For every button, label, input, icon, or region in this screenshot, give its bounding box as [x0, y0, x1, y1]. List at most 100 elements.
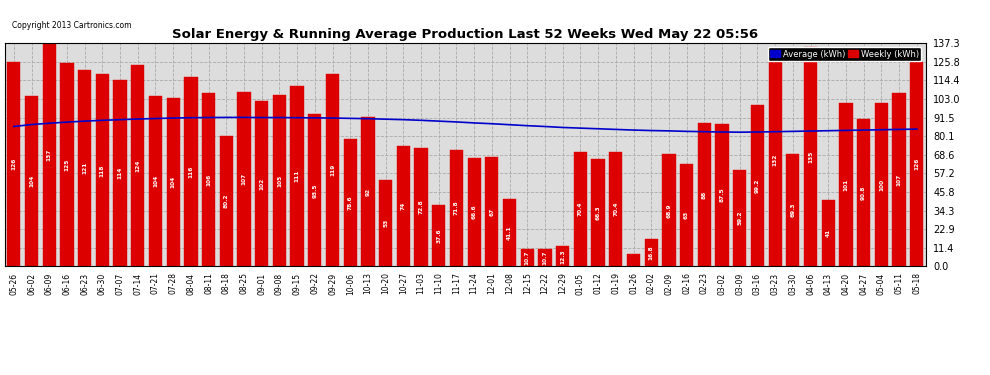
Text: 104: 104 — [152, 175, 158, 188]
Title: Solar Energy & Running Average Production Last 52 Weeks Wed May 22 05:56: Solar Energy & Running Average Productio… — [172, 28, 758, 40]
Bar — [78, 70, 91, 266]
Text: 66.3: 66.3 — [596, 205, 601, 220]
Bar — [822, 200, 835, 266]
Text: 66.6: 66.6 — [471, 205, 476, 219]
Text: 41.1: 41.1 — [507, 225, 512, 240]
Text: 107: 107 — [897, 174, 902, 186]
Legend: Average (kWh), Weekly (kWh): Average (kWh), Weekly (kWh) — [767, 47, 922, 61]
Bar — [680, 164, 693, 266]
Text: 12.3: 12.3 — [560, 249, 565, 264]
Bar — [804, 47, 817, 266]
Bar — [7, 62, 21, 266]
Bar — [255, 101, 268, 266]
Bar — [449, 150, 463, 266]
Text: 126: 126 — [11, 158, 16, 170]
Bar — [96, 75, 109, 266]
Bar — [184, 77, 197, 266]
Bar — [361, 117, 374, 266]
Text: 87.5: 87.5 — [720, 188, 725, 202]
Text: 114: 114 — [118, 167, 123, 179]
Bar — [114, 80, 127, 266]
Bar — [910, 62, 924, 266]
Bar — [25, 96, 39, 266]
Text: 69.3: 69.3 — [790, 203, 795, 217]
Bar — [485, 158, 499, 266]
Bar — [220, 136, 233, 266]
Bar — [308, 114, 322, 266]
Text: 132: 132 — [772, 153, 778, 165]
Bar — [467, 158, 481, 266]
Text: 102: 102 — [259, 178, 264, 190]
Text: 100: 100 — [879, 178, 884, 191]
Bar — [521, 249, 534, 266]
Bar — [238, 92, 250, 266]
Text: 126: 126 — [915, 158, 920, 170]
Bar — [698, 123, 711, 266]
Bar — [148, 96, 162, 266]
Bar — [379, 180, 392, 266]
Bar — [432, 205, 446, 266]
Text: 70.4: 70.4 — [578, 202, 583, 216]
Bar — [857, 119, 870, 266]
Text: 59.2: 59.2 — [738, 211, 742, 225]
Bar — [716, 124, 729, 266]
Text: 71.8: 71.8 — [454, 201, 459, 215]
Bar — [591, 159, 605, 266]
Bar — [397, 146, 410, 266]
Text: 16.8: 16.8 — [648, 245, 653, 260]
Text: 116: 116 — [188, 166, 193, 178]
Bar — [273, 95, 286, 266]
Text: 125: 125 — [64, 158, 69, 171]
Text: 111: 111 — [295, 170, 300, 182]
Bar — [131, 65, 145, 266]
Bar — [644, 239, 657, 266]
Text: 74: 74 — [401, 202, 406, 210]
Bar — [662, 154, 675, 266]
Text: 105: 105 — [277, 174, 282, 187]
Bar — [344, 138, 356, 266]
Bar — [750, 105, 764, 266]
Bar — [503, 200, 516, 266]
Text: 10.7: 10.7 — [525, 250, 530, 265]
Text: 37.6: 37.6 — [437, 228, 442, 243]
Text: 93.5: 93.5 — [312, 183, 318, 198]
Bar — [166, 98, 180, 266]
Text: 72.8: 72.8 — [419, 200, 424, 214]
Text: 90.8: 90.8 — [861, 185, 866, 200]
Bar — [734, 170, 746, 266]
Bar — [539, 249, 551, 266]
Bar — [574, 152, 587, 266]
Bar — [415, 148, 428, 266]
Text: 104: 104 — [170, 176, 175, 188]
Text: 80.2: 80.2 — [224, 194, 229, 208]
Bar — [43, 43, 55, 266]
Text: 106: 106 — [206, 174, 211, 186]
Bar — [875, 103, 888, 266]
Text: 137: 137 — [47, 148, 51, 161]
Text: 101: 101 — [843, 178, 848, 190]
Bar — [892, 93, 906, 266]
Bar — [290, 86, 304, 266]
Bar — [768, 53, 782, 266]
Text: 53: 53 — [383, 219, 388, 227]
Bar — [60, 63, 73, 266]
Text: 10.7: 10.7 — [543, 250, 547, 265]
Text: 78.6: 78.6 — [347, 195, 352, 210]
Text: 41: 41 — [826, 229, 831, 237]
Text: Copyright 2013 Cartronics.com: Copyright 2013 Cartronics.com — [12, 21, 132, 30]
Bar — [202, 93, 215, 266]
Text: 70.4: 70.4 — [613, 202, 619, 216]
Text: 118: 118 — [100, 164, 105, 177]
Text: 67: 67 — [489, 208, 494, 216]
Bar — [326, 74, 340, 266]
Bar — [609, 152, 623, 266]
Bar — [556, 246, 569, 266]
Bar — [786, 154, 800, 266]
Bar — [627, 254, 641, 266]
Text: 92: 92 — [365, 188, 370, 195]
Text: 135: 135 — [808, 150, 813, 163]
Text: 121: 121 — [82, 162, 87, 174]
Text: 68.9: 68.9 — [666, 203, 671, 217]
Text: 88: 88 — [702, 190, 707, 199]
Text: 119: 119 — [330, 164, 335, 176]
